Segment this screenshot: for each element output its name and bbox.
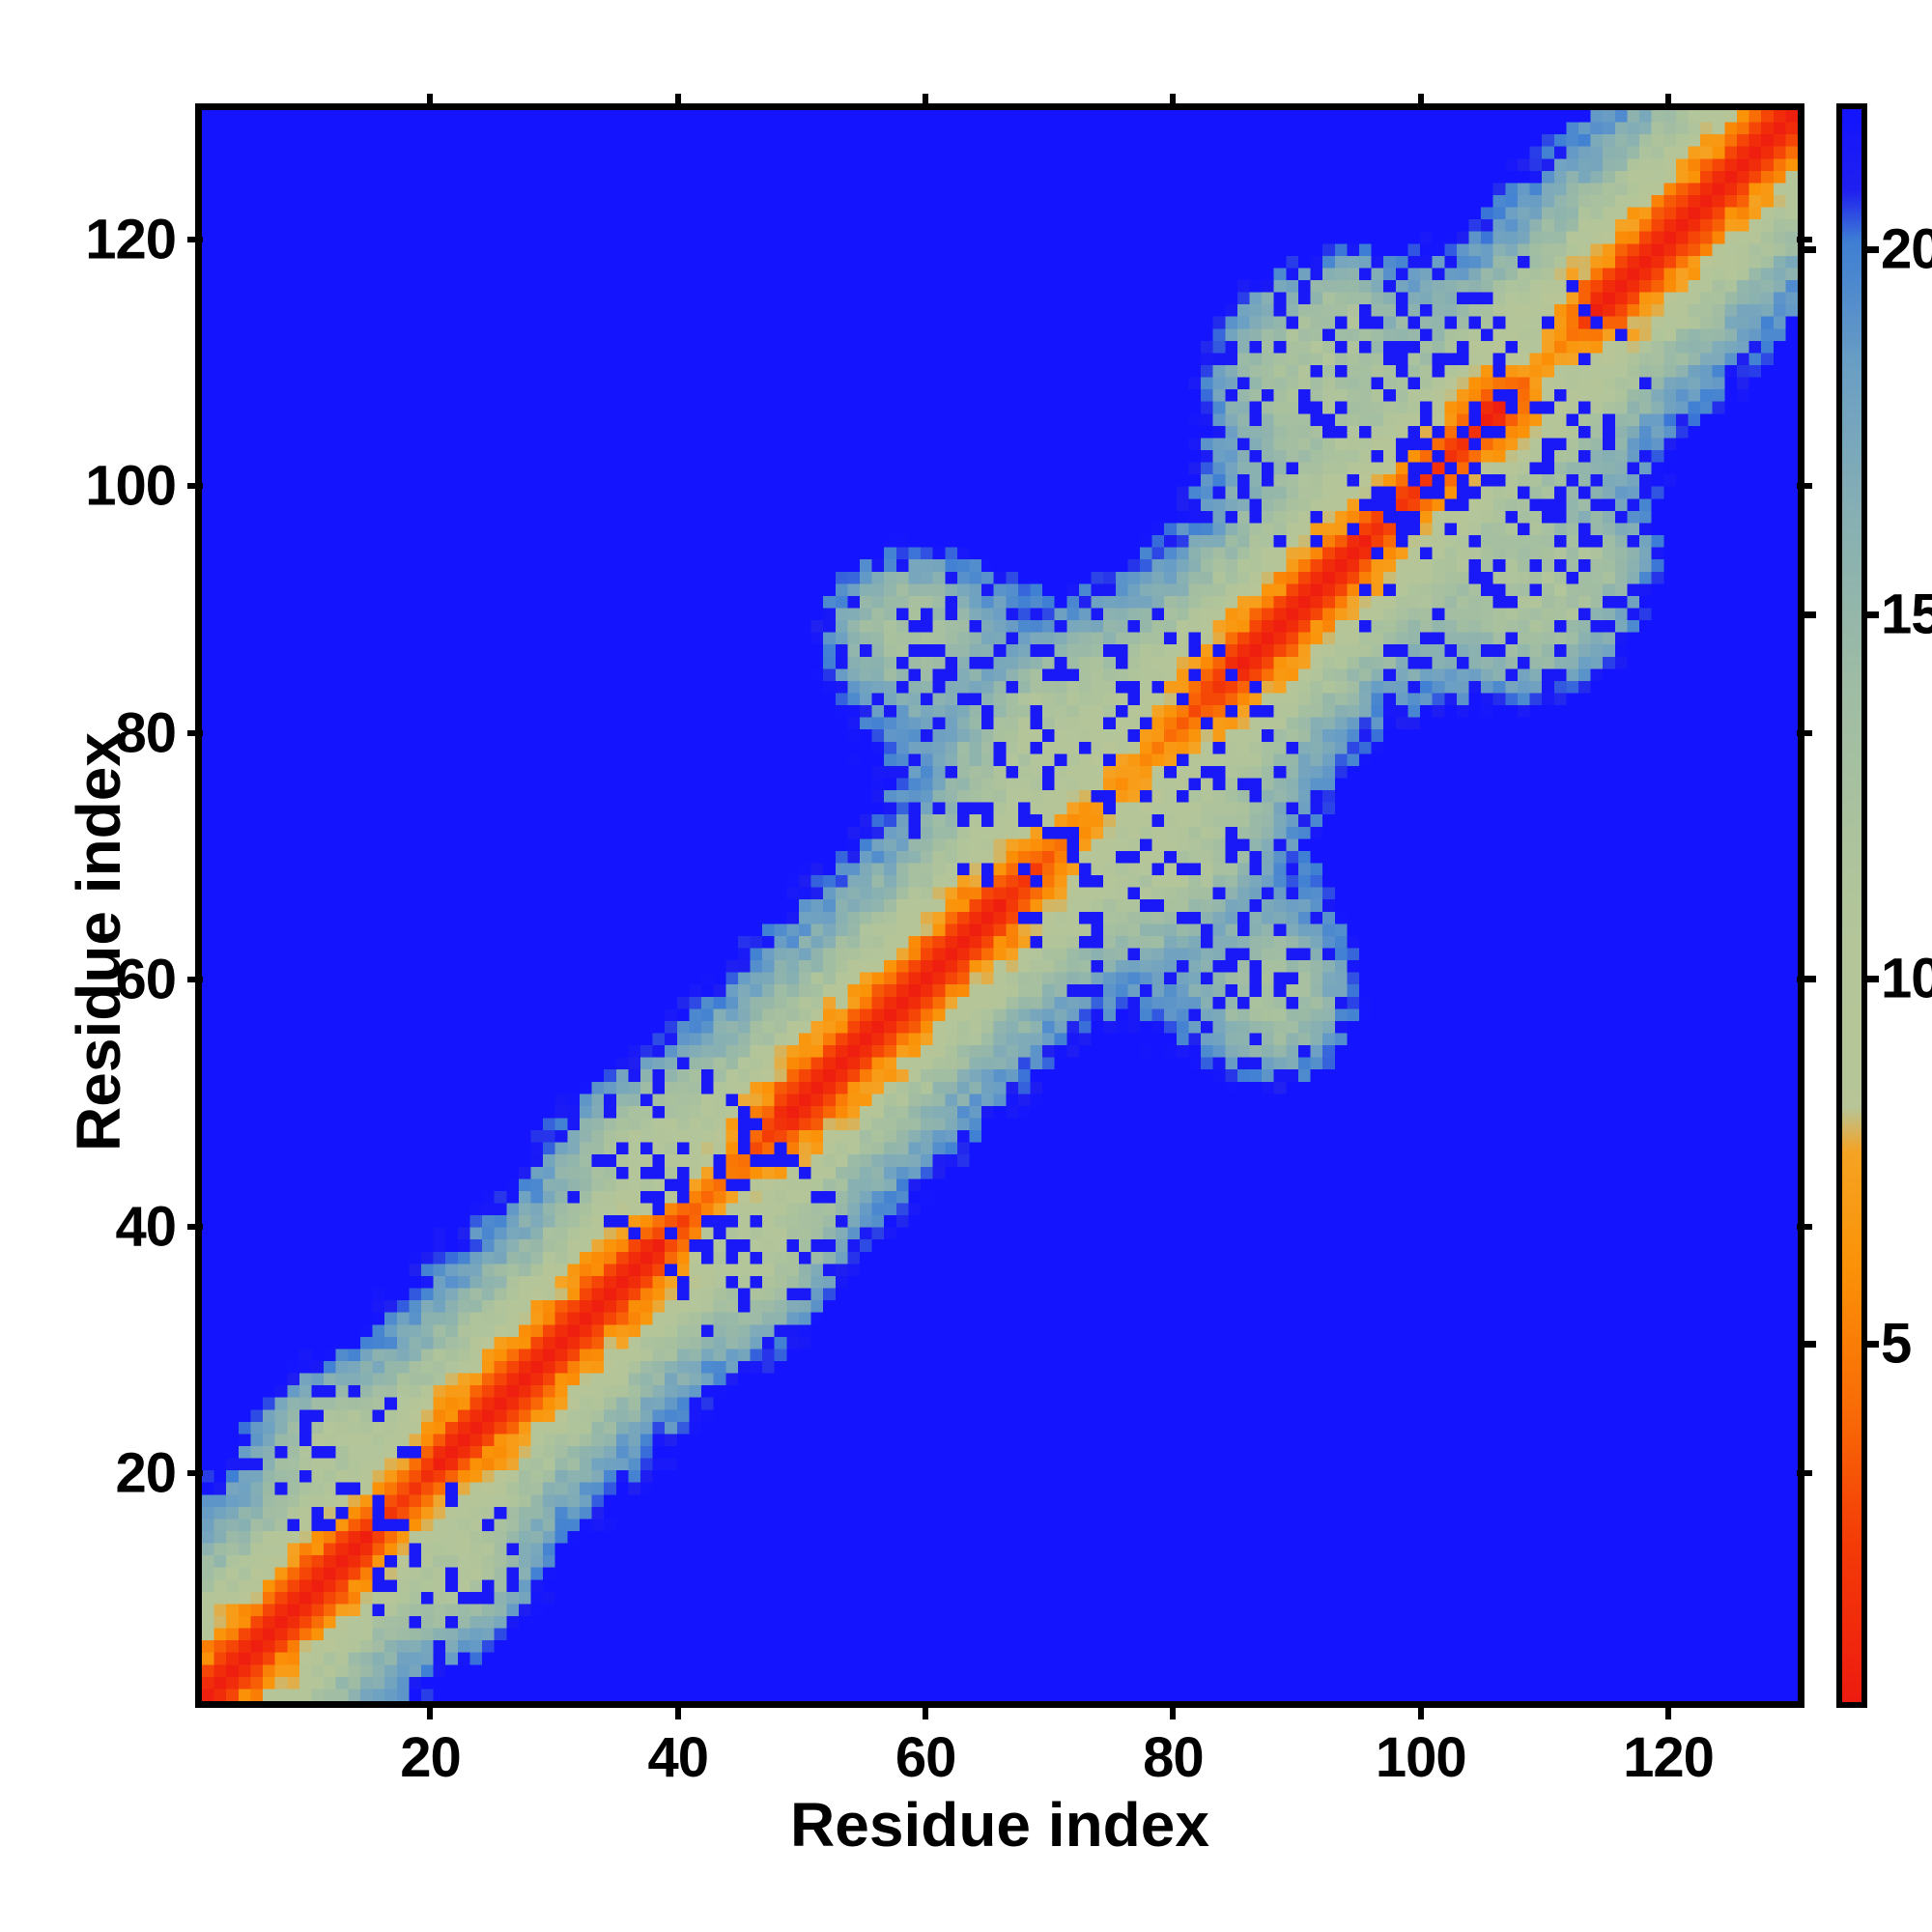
y-tick-mark-right: [1797, 236, 1812, 242]
colorbar-tick-label: 10: [1881, 947, 1932, 1010]
y-tick-mark: [187, 977, 203, 983]
plot-right-tick-mark: [1803, 976, 1816, 982]
y-tick-mark: [187, 1470, 203, 1477]
y-tick-mark-right: [1797, 1223, 1812, 1230]
colorbar-tick-label: 20: [1881, 217, 1932, 281]
plot-right-tick-mark: [1803, 1340, 1816, 1348]
x-tick-mark: [923, 1704, 929, 1719]
colorbar-tick-mark: [1863, 976, 1879, 982]
y-tick-mark-right: [1797, 1470, 1812, 1477]
x-tick-label: 20: [400, 1726, 462, 1789]
colorbar-tick-label: 15: [1881, 582, 1932, 645]
x-tick-mark-top: [427, 94, 434, 107]
x-tick-mark: [427, 1704, 434, 1719]
colorbar-group: [1836, 103, 1867, 1708]
x-tick-mark-top: [1417, 94, 1424, 107]
heatmap-plot-area: [195, 103, 1804, 1708]
x-tick-label: 120: [1623, 1726, 1715, 1789]
colorbar-tick-mark: [1863, 1340, 1879, 1348]
colorbar-tick-label: 5: [1881, 1312, 1912, 1375]
colorbar-tick-mark: [1863, 611, 1879, 618]
colorbar: [1836, 103, 1867, 1708]
y-tick-mark: [187, 729, 203, 736]
x-axis-title: Residue index: [790, 1790, 1209, 1860]
x-tick-mark-top: [1170, 94, 1177, 107]
y-tick-label: 100: [85, 454, 177, 518]
colorbar-tick-mark: [1863, 246, 1879, 253]
plot-right-tick-mark: [1803, 246, 1816, 253]
x-tick-label: 40: [647, 1726, 710, 1789]
x-tick-mark-top: [674, 94, 681, 107]
y-tick-label: 80: [115, 701, 177, 765]
x-tick-mark: [674, 1704, 681, 1719]
distance-map-canvas: [202, 110, 1798, 1701]
colorbar-gradient: [1842, 109, 1861, 1702]
y-tick-label: 40: [115, 1195, 177, 1259]
y-tick-mark: [187, 1223, 203, 1230]
y-tick-label: 60: [115, 948, 177, 1011]
x-tick-mark-top: [1665, 94, 1672, 107]
y-tick-label: 120: [85, 208, 177, 271]
x-tick-mark: [1170, 1704, 1177, 1719]
y-tick-mark-right: [1797, 729, 1812, 736]
y-tick-mark: [187, 236, 203, 242]
y-tick-mark: [187, 483, 203, 490]
y-tick-label: 20: [115, 1441, 177, 1505]
x-tick-mark: [1417, 1704, 1424, 1719]
y-tick-mark-right: [1797, 483, 1812, 490]
x-tick-mark: [1665, 1704, 1672, 1719]
x-tick-label: 100: [1375, 1726, 1467, 1789]
x-tick-mark-top: [923, 94, 929, 107]
x-tick-label: 60: [895, 1726, 957, 1789]
x-tick-label: 80: [1143, 1726, 1205, 1789]
plot-right-tick-mark: [1803, 611, 1816, 618]
